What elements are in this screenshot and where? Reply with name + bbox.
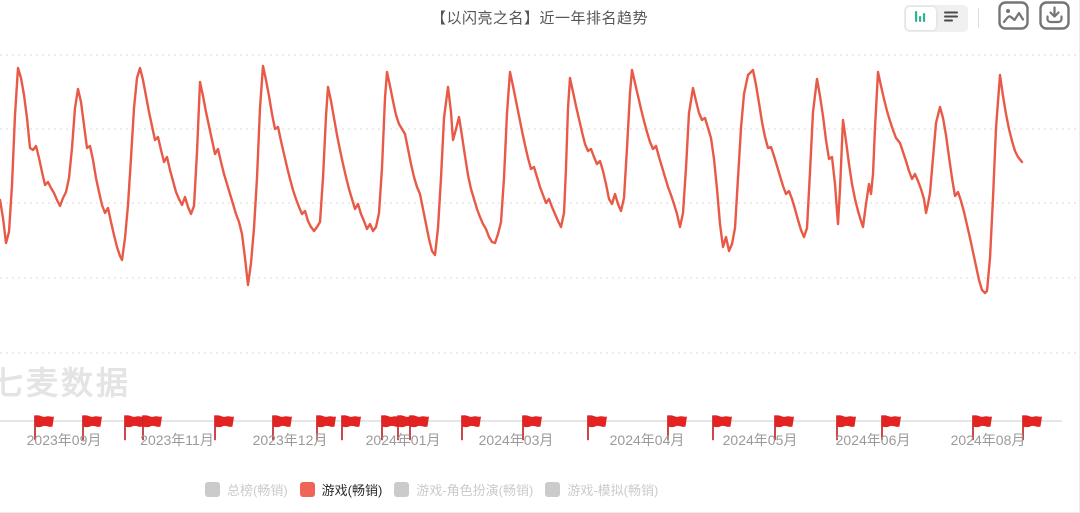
legend-swatch <box>205 482 220 497</box>
version-flag-icon[interactable] <box>80 414 104 441</box>
chart-controls <box>904 1 1071 35</box>
export-image-button[interactable] <box>997 1 1030 35</box>
version-flag-icon[interactable] <box>1020 414 1044 441</box>
version-flag-icon[interactable] <box>122 414 146 441</box>
legend-swatch <box>545 482 561 497</box>
chart-title: 【以闪亮之名】近一年排名趋势 <box>430 10 648 27</box>
version-flag-icon[interactable] <box>834 414 858 441</box>
version-flag-icon[interactable] <box>665 414 689 441</box>
x-tick-label: 2023年11月 <box>140 432 214 448</box>
version-flag-icon[interactable] <box>379 414 403 441</box>
legend-item-4[interactable]: 游戏-模拟(畅销) <box>545 480 658 499</box>
trend-line-series <box>0 64 1024 295</box>
version-flag-icon[interactable] <box>212 414 236 441</box>
download-button[interactable] <box>1038 1 1071 35</box>
version-flag-icon[interactable] <box>970 414 994 441</box>
version-flag-icon[interactable] <box>459 414 483 441</box>
chart-legend: 总榜(畅销) 游戏(畅销) 游戏-角色扮演(畅销) 游戏-模拟(畅销) <box>205 480 670 499</box>
version-flag-icon[interactable] <box>140 414 164 441</box>
version-flag-icon[interactable] <box>520 414 544 441</box>
bar-chart-icon <box>913 8 929 29</box>
version-flag-icon[interactable] <box>339 414 363 441</box>
view-mode-toggle <box>904 4 968 32</box>
x-tick-label: 2023年12月 <box>252 432 328 448</box>
x-tick-label: 2024年08月 <box>950 432 1026 448</box>
legend-label: 游戏(畅销) <box>321 483 383 498</box>
list-icon <box>943 8 959 29</box>
x-tick-label: 2024年03月 <box>478 432 554 448</box>
version-flag-icon[interactable] <box>314 414 338 441</box>
x-tick-label: 2024年05月 <box>722 432 798 448</box>
x-tick-label: 2024年01月 <box>365 432 441 448</box>
version-flag-icon[interactable] <box>407 414 431 441</box>
download-icon <box>1039 1 1070 35</box>
version-flag-icon[interactable] <box>270 414 294 441</box>
x-tick-label: 2023年09月 <box>26 432 102 448</box>
legend-item-3[interactable]: 游戏-角色扮演(畅销) <box>394 480 533 499</box>
legend-item-1[interactable]: 总榜(畅销) <box>205 480 288 499</box>
version-flag-icon[interactable] <box>710 414 734 441</box>
version-flag-icon[interactable] <box>879 414 903 441</box>
version-flag-icon[interactable] <box>772 414 796 441</box>
version-flag-icon[interactable] <box>32 414 56 441</box>
list-view-button[interactable] <box>936 7 966 30</box>
x-tick-label: 2024年04月 <box>609 432 685 448</box>
legend-swatch <box>299 482 315 497</box>
legend-label: 总榜(畅销) <box>227 483 288 498</box>
controls-divider <box>978 8 979 28</box>
legend-label: 游戏-角色扮演(畅销) <box>416 483 534 498</box>
legend-label: 游戏-模拟(畅销) <box>567 483 659 498</box>
qimai-watermark: 七麦数据 <box>0 365 132 401</box>
version-flag-icon[interactable] <box>585 414 609 441</box>
legend-swatch <box>394 482 410 497</box>
x-tick-label: 2024年06月 <box>835 432 911 448</box>
image-icon <box>998 1 1029 35</box>
chart-view-button[interactable] <box>906 6 936 30</box>
legend-item-2[interactable]: 游戏(畅销) <box>299 480 383 499</box>
